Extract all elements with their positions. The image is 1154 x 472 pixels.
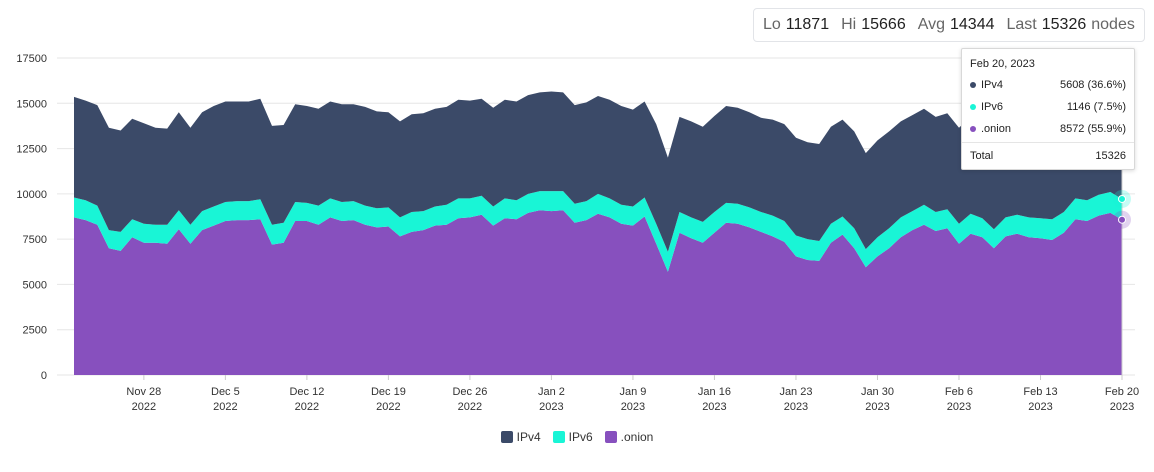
y-tick-label: 2500 xyxy=(23,325,47,337)
x-tick-year-label: 2022 xyxy=(458,401,482,413)
chart-legend: IPv4 IPv6 .onion xyxy=(0,430,1154,444)
x-tick-label: Jan 16 xyxy=(698,386,731,398)
legend-swatch-ipv6 xyxy=(552,431,565,443)
tooltip-total: Total 15326 xyxy=(962,143,1134,169)
legend-item-ipv6[interactable]: IPv6 xyxy=(552,430,593,444)
stat-unit: nodes xyxy=(1091,16,1135,33)
y-tick-label: 5000 xyxy=(23,279,47,291)
tooltip-row-name: .onion xyxy=(981,123,1011,135)
stat-last-label: Last xyxy=(1006,16,1037,33)
x-tick-label: Jan 9 xyxy=(619,386,646,398)
series-area-onion xyxy=(74,210,1122,375)
x-tick-label: Dec 12 xyxy=(289,386,324,398)
x-tick-label: Jan 2 xyxy=(538,386,565,398)
tooltip-row-ipv4: IPv4 5608 (36.6%) xyxy=(962,74,1134,96)
tooltip-total-label: Total xyxy=(970,150,994,162)
onion-dot-icon xyxy=(970,126,976,132)
x-tick-label: Jan 30 xyxy=(861,386,894,398)
hover-marker xyxy=(1118,194,1126,203)
stat-hi-label: Hi xyxy=(841,16,857,33)
stats-summary: Lo 11871 Hi 15666 Avg 14344 Last 15326 n… xyxy=(753,8,1145,42)
x-tick-year-label: 2022 xyxy=(213,401,237,413)
tooltip-row-name: IPv6 xyxy=(981,101,1004,113)
legend-swatch-ipv4 xyxy=(500,431,513,443)
stat-lo-value: 11871 xyxy=(785,16,830,33)
x-tick-year-label: 2023 xyxy=(702,401,726,413)
tooltip-total-value: 15326 xyxy=(1095,150,1126,162)
x-tick-label: Feb 13 xyxy=(1023,386,1057,398)
x-tick-year-label: 2023 xyxy=(1028,401,1052,413)
tooltip-divider xyxy=(962,142,1134,143)
stat-lo-label: Lo xyxy=(763,16,781,33)
y-tick-label: 15000 xyxy=(16,98,47,110)
legend-label: IPv4 xyxy=(516,430,541,444)
x-tick-label: Feb 6 xyxy=(945,386,973,398)
y-tick-label: 0 xyxy=(41,370,47,382)
stat-avg-value: 14344 xyxy=(950,16,995,33)
ipv4-dot-icon xyxy=(970,82,976,88)
y-tick-label: 10000 xyxy=(16,189,47,201)
tooltip-row-value: 1146 (7.5%) xyxy=(1066,101,1126,113)
tooltip-row-value: 5608 (36.6%) xyxy=(1059,79,1126,91)
stat-avg-label: Avg xyxy=(917,16,945,33)
stacked-area-chart[interactable]: 0 2500 5000 7500 10000 12500 15000 17500 Nov 28 2… xyxy=(0,0,1154,430)
tooltip-date: Feb 20, 2023 xyxy=(970,58,1035,70)
x-tick-year-label: 2023 xyxy=(865,401,889,413)
ipv6-dot-icon xyxy=(970,104,976,110)
x-tick-label: Dec 26 xyxy=(452,386,487,398)
chart-tooltip: Feb 20, 2023 IPv4 5608 (36.6%) IPv6 1146… xyxy=(961,48,1135,170)
tooltip-row-ipv6: IPv6 1146 (7.5%) xyxy=(962,96,1134,118)
x-tick-label: Dec 19 xyxy=(371,386,406,398)
x-tick-label: Dec 5 xyxy=(211,386,240,398)
legend-swatch-onion xyxy=(604,431,617,443)
tooltip-row-name: IPv4 xyxy=(981,79,1004,91)
x-tick-year-label: 2023 xyxy=(539,401,563,413)
legend-item-onion[interactable]: .onion xyxy=(604,430,654,444)
x-tick-label: Jan 23 xyxy=(779,386,812,398)
x-tick-year-label: 2022 xyxy=(132,401,156,413)
x-tick-year-label: 2023 xyxy=(947,401,971,413)
legend-label: .onion xyxy=(620,430,654,444)
x-tick-year-label: 2022 xyxy=(376,401,400,413)
x-tick-label: Nov 28 xyxy=(126,386,161,398)
x-tick-year-label: 2022 xyxy=(295,401,319,413)
x-tick-year-label: 2023 xyxy=(1110,401,1134,413)
tooltip-row-value: 8572 (55.9%) xyxy=(1059,123,1126,135)
series-area-IPv6 xyxy=(74,191,1122,272)
x-tick-year-label: 2023 xyxy=(784,401,808,413)
stat-last-value: 15326 xyxy=(1041,16,1087,33)
tooltip-row-onion: .onion 8572 (55.9%) xyxy=(962,118,1134,140)
legend-label: IPv6 xyxy=(568,430,593,444)
y-tick-label: 7500 xyxy=(23,234,47,246)
y-tick-label: 12500 xyxy=(16,144,47,156)
series-area-IPv4 xyxy=(74,91,1122,252)
x-tick-label: Feb 20 xyxy=(1105,386,1139,398)
x-tick-year-label: 2023 xyxy=(621,401,645,413)
hover-marker xyxy=(1118,215,1126,224)
y-tick-label: 17500 xyxy=(16,53,47,65)
stat-hi-value: 15666 xyxy=(861,16,906,33)
legend-item-ipv4[interactable]: IPv4 xyxy=(500,430,541,444)
